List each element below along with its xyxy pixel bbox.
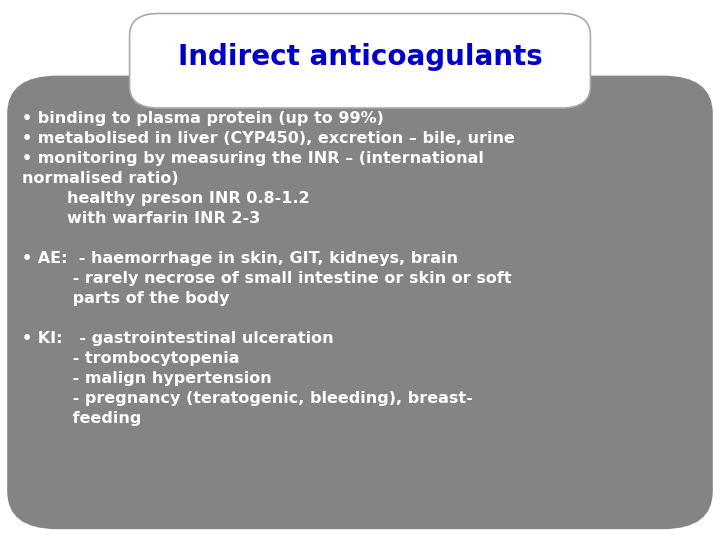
Text: • binding to plasma protein (up to 99%)
• metabolised in liver (CYP450), excreti: • binding to plasma protein (up to 99%) … (22, 111, 515, 426)
FancyBboxPatch shape (7, 76, 713, 529)
FancyBboxPatch shape (130, 14, 590, 108)
Text: Indirect anticoagulants: Indirect anticoagulants (178, 43, 542, 71)
